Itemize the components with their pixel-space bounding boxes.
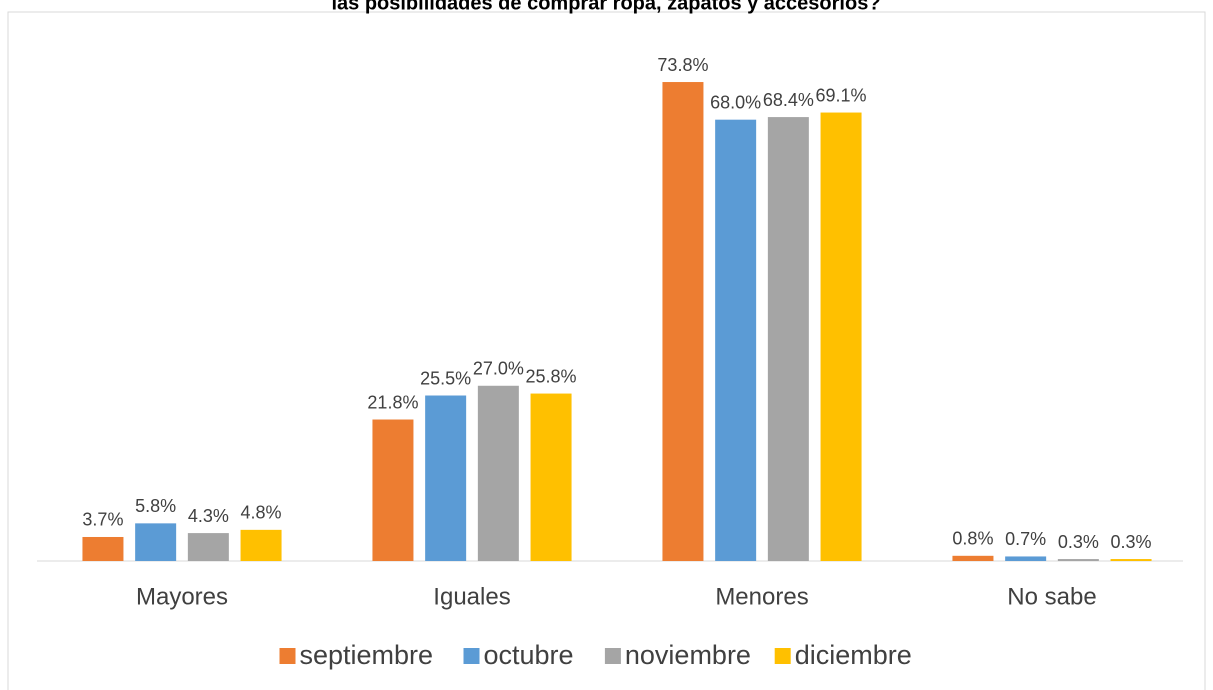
x-tick-label: Mayores [136, 583, 228, 610]
bar [240, 529, 282, 561]
legend-swatch [774, 648, 791, 664]
bar [530, 393, 572, 561]
data-label: 69.1% [816, 85, 867, 105]
legend-label: octubre [484, 640, 574, 670]
bar [1110, 559, 1152, 561]
bar [1005, 556, 1047, 561]
legend-label: noviembre [625, 640, 751, 670]
data-label: 68.4% [763, 90, 814, 110]
legend-swatch [279, 648, 296, 664]
bar [477, 385, 519, 561]
bar [187, 533, 229, 561]
bar [372, 419, 414, 561]
bar [952, 555, 994, 561]
bar [767, 117, 809, 562]
data-label: 0.8% [952, 529, 993, 549]
bar [662, 82, 704, 562]
data-label: 3.7% [82, 510, 123, 530]
data-label: 21.8% [367, 392, 418, 412]
bar [1057, 559, 1099, 561]
chart-title: las posibilidades de comprar ropa, zapat… [331, 0, 880, 14]
legend-swatch [463, 648, 480, 664]
data-label: 27.0% [473, 359, 524, 379]
bar [425, 395, 467, 561]
data-label: 25.5% [420, 368, 471, 388]
data-label: 0.3% [1111, 532, 1152, 552]
data-label: 0.7% [1005, 529, 1046, 549]
data-label: 5.8% [135, 496, 176, 516]
bar [820, 112, 862, 561]
bar [715, 119, 757, 562]
x-tick-label: Menores [715, 583, 808, 610]
legend-label: diciembre [795, 640, 912, 670]
data-label: 0.3% [1058, 532, 1099, 552]
bar [82, 536, 124, 561]
data-label: 4.8% [241, 503, 282, 523]
data-label: 25.8% [526, 366, 577, 386]
chart-border [7, 11, 1206, 690]
data-label: 73.8% [657, 55, 708, 75]
data-label: 68.0% [710, 92, 761, 112]
x-tick-label: Iguales [433, 583, 510, 610]
x-tick-label: No sabe [1007, 583, 1096, 610]
legend-swatch [604, 648, 621, 664]
legend-label: septiembre [300, 640, 434, 670]
bar [135, 523, 177, 561]
data-label: 4.3% [188, 506, 229, 526]
